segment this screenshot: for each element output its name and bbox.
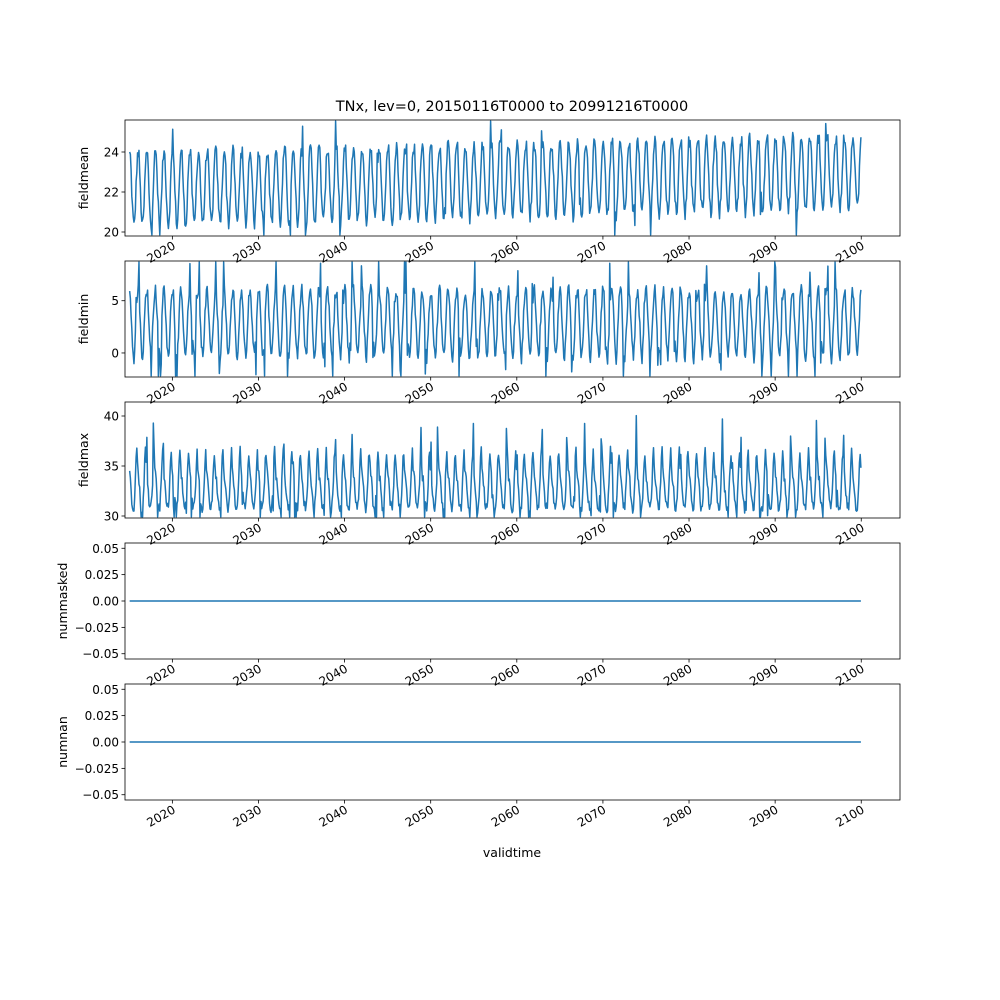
series-line-fieldmin [128, 261, 862, 377]
y-tick-label-fieldmean: 22 [104, 186, 119, 200]
y-tick-label-fieldmin: 5 [111, 294, 119, 308]
y-tick-label-fieldmean: 20 [104, 226, 119, 240]
y-axis-label-numnan: numnan [55, 716, 70, 768]
axes-frame-fieldmin [124, 260, 901, 378]
series-line-fieldmean [128, 120, 862, 236]
y-axis-label-fieldmean: fieldmean [76, 147, 91, 209]
y-tick-label-numnan: −0.05 [82, 788, 119, 802]
y-tick-label-numnan: −0.025 [75, 762, 119, 776]
axes-frame-fieldmean [124, 119, 901, 237]
y-tick-label-nummasked: −0.025 [75, 621, 119, 635]
y-axis-label-fieldmin: fieldmin [76, 294, 91, 345]
y-tick-label-numnan: 0.025 [85, 709, 119, 723]
y-tick-label-nummasked: 0.05 [92, 542, 119, 556]
y-axis-label-nummasked: nummasked [55, 563, 70, 640]
y-tick-label-nummasked: −0.05 [82, 647, 119, 661]
y-tick-label-numnan: 0.05 [92, 683, 119, 697]
y-tick-label-fieldmean: 24 [104, 146, 119, 160]
y-tick-label-fieldmin: 0 [111, 346, 119, 360]
y-tick-label-numnan: 0.00 [92, 736, 119, 750]
y-tick-label-fieldmax: 30 [104, 510, 119, 524]
chart-title: TNx, lev=0, 20150116T0000 to 20991216T00… [335, 99, 689, 115]
y-tick-label-fieldmax: 40 [104, 410, 119, 424]
axes-frame-fieldmax [124, 401, 901, 519]
y-tick-label-nummasked: 0.025 [85, 568, 119, 582]
y-tick-label-nummasked: 0.00 [92, 595, 119, 609]
series-line-fieldmax [128, 414, 862, 518]
y-tick-label-fieldmax: 35 [104, 460, 119, 474]
x-axis-label: validtime [483, 845, 541, 860]
y-axis-label-fieldmax: fieldmax [76, 433, 91, 487]
